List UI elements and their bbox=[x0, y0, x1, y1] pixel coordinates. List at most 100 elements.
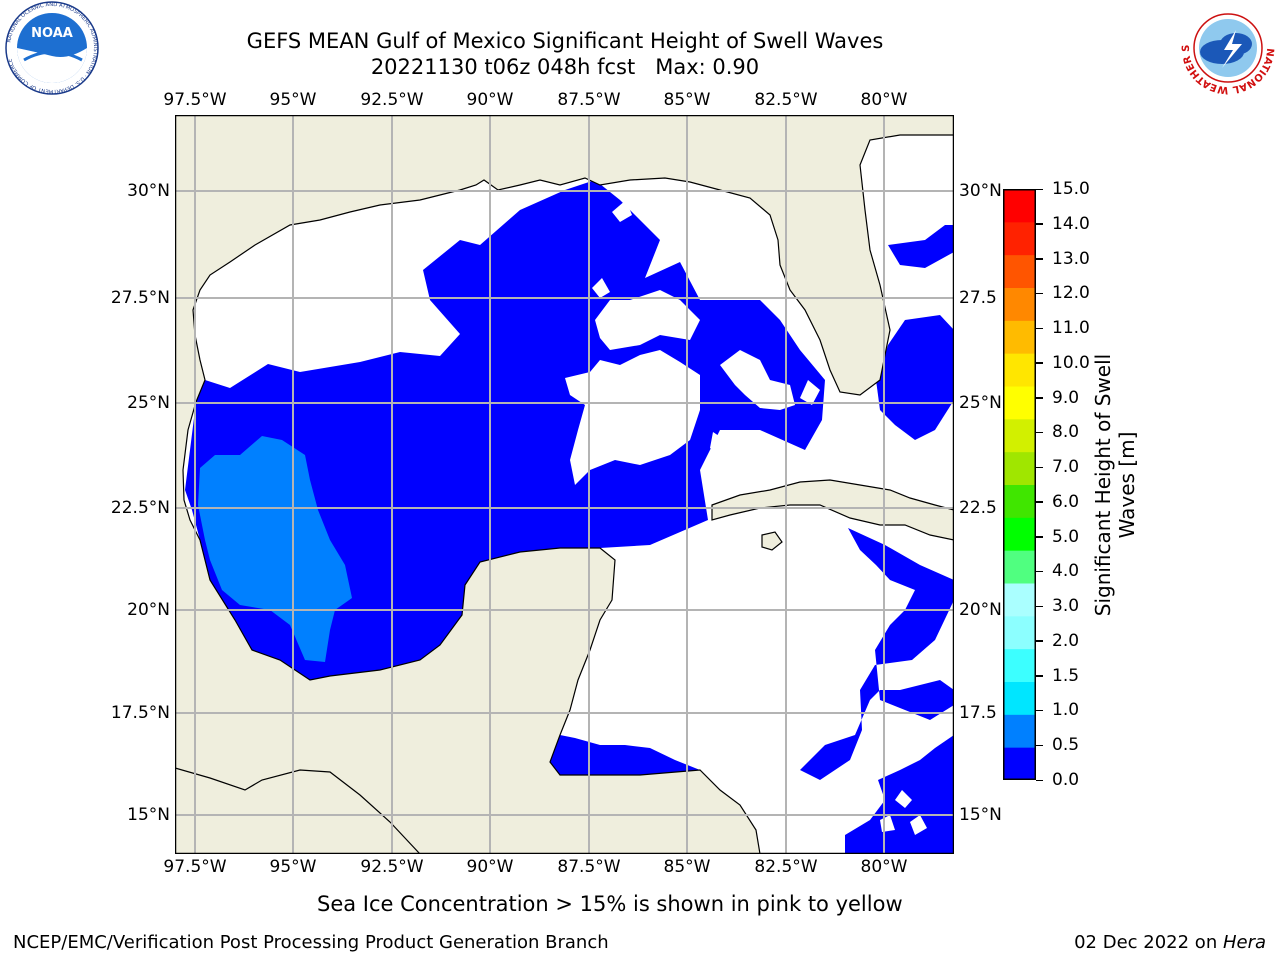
chart-title-line2: 20221130 t06z 048h fcst Max: 0.90 bbox=[370, 55, 760, 79]
colorbar-segment bbox=[1003, 221, 1036, 256]
graticule bbox=[175, 115, 954, 854]
chart-title-line1: GEFS MEAN Gulf of Mexico Significant Hei… bbox=[246, 29, 884, 53]
colorbar-tick-label: 14.0 bbox=[1052, 213, 1090, 234]
lat-tick-left: 22.5°N bbox=[110, 498, 170, 518]
colorbar-tick bbox=[1036, 501, 1043, 503]
colorbar-segment bbox=[1003, 583, 1036, 617]
colorbar-segment bbox=[1003, 681, 1036, 715]
lat-tick-left: 30°N bbox=[127, 181, 170, 201]
colorbar-tick bbox=[1036, 640, 1043, 642]
colorbar-segment bbox=[1003, 353, 1036, 387]
colorbar-tick bbox=[1036, 744, 1043, 747]
lon-tick-bottom: 82.5°W bbox=[754, 857, 818, 877]
lon-tick-bottom: 90°W bbox=[466, 857, 514, 877]
colorbar-tick bbox=[1036, 188, 1043, 190]
colorbar-tick-label: 7.0 bbox=[1052, 457, 1080, 478]
colorbar-tick bbox=[1036, 362, 1043, 364]
map-panel bbox=[174, 114, 955, 855]
colorbar-segment bbox=[1003, 386, 1036, 420]
footer-credit: NCEP/EMC/Verification Post Processing Pr… bbox=[13, 932, 609, 953]
colorbar-tick-label: 5.0 bbox=[1052, 526, 1080, 547]
colorbar-segment bbox=[1003, 714, 1036, 748]
lat-tick-right: 27.5 bbox=[959, 288, 997, 308]
colorbar-segment bbox=[1003, 418, 1036, 453]
map-svg bbox=[174, 114, 955, 855]
colorbar-tick-label: 8.0 bbox=[1052, 422, 1080, 443]
colorbar-segment bbox=[1003, 648, 1036, 682]
colorbar-tick-label: 15.0 bbox=[1052, 179, 1090, 199]
colorbar-tick bbox=[1036, 466, 1043, 469]
lat-tick-right: 17.5 bbox=[959, 703, 997, 723]
colorbar-tick-label: 11.0 bbox=[1052, 318, 1090, 339]
svg-text:NOAA: NOAA bbox=[31, 26, 73, 41]
lon-tick-bottom: 80°W bbox=[860, 857, 908, 877]
colorbar-segment bbox=[1003, 615, 1036, 650]
lon-tick-bottom: 92.5°W bbox=[360, 857, 424, 877]
colorbar-tick bbox=[1036, 258, 1043, 260]
colorbar-title: Significant Height of Swell Waves [m] bbox=[1091, 353, 1139, 617]
pacific-coast bbox=[175, 767, 421, 854]
colorbar-segment bbox=[1003, 484, 1036, 518]
lon-tick-bottom: 95°W bbox=[269, 857, 317, 877]
lat-tick-left: 27.5°N bbox=[110, 288, 170, 308]
colorbar-tick-label: 9.0 bbox=[1052, 387, 1080, 408]
lat-tick-left: 25°N bbox=[127, 393, 170, 413]
colorbar-tick-label: 6.0 bbox=[1052, 491, 1080, 512]
colorbar-tick bbox=[1036, 223, 1043, 225]
colorbar-tick-label: 12.0 bbox=[1052, 283, 1090, 304]
lon-tick-top: 87.5°W bbox=[557, 90, 621, 110]
lon-tick-top: 97.5°W bbox=[163, 90, 227, 110]
colorbar-tick bbox=[1036, 536, 1043, 538]
colorbar-tick-label: 13.0 bbox=[1052, 248, 1090, 269]
colorbar-segment bbox=[1003, 550, 1036, 584]
colorbar-tick bbox=[1036, 675, 1043, 677]
lon-tick-top: 90°W bbox=[466, 90, 514, 110]
colorbar-tick-label: 10.0 bbox=[1052, 352, 1090, 373]
lat-tick-left: 17.5°N bbox=[110, 703, 170, 723]
lon-tick-top: 82.5°W bbox=[754, 90, 818, 110]
noaa-logo-icon: NOAA NATIONAL OCEANIC AND ATMOSPHERIC AD… bbox=[2, 0, 102, 100]
swell-gaps bbox=[565, 200, 927, 835]
footer-machine: Hera bbox=[1222, 932, 1266, 953]
colorbar-tick-label: 1.5 bbox=[1052, 665, 1080, 686]
colorbar-tick bbox=[1036, 605, 1043, 608]
colorbar-tick bbox=[1036, 709, 1043, 712]
colorbar-tick bbox=[1036, 292, 1043, 295]
lat-tick-left: 20°N bbox=[127, 600, 170, 620]
colorbar-tick bbox=[1036, 327, 1043, 330]
lon-tick-top: 95°W bbox=[269, 90, 317, 110]
lat-tick-left: 15°N bbox=[127, 805, 170, 825]
colorbar-tick-label: 2.0 bbox=[1052, 630, 1080, 651]
sea-ice-note: Sea Ice Concentration > 15% is shown in … bbox=[317, 892, 903, 916]
colorbar-segment bbox=[1003, 189, 1036, 223]
colorbar-tick-label: 3.0 bbox=[1052, 596, 1080, 617]
footer-date: 02 Dec 2022 on Hera bbox=[1074, 932, 1266, 954]
nws-logo-icon: NATIONAL WEATHER SERVICE bbox=[1174, 0, 1278, 100]
lon-tick-bottom: 85°W bbox=[663, 857, 711, 877]
lon-tick-bottom: 87.5°W bbox=[557, 857, 621, 877]
lon-tick-top: 85°W bbox=[663, 90, 711, 110]
colorbar-segment bbox=[1003, 747, 1036, 781]
colorbar-tick-label: 0.0 bbox=[1052, 770, 1080, 790]
colorbar bbox=[1003, 189, 1036, 781]
lat-tick-right: 25°N bbox=[959, 393, 1002, 413]
colorbar-tick bbox=[1036, 397, 1043, 399]
colorbar-tick-label: 0.5 bbox=[1052, 735, 1080, 756]
colorbar-tick bbox=[1036, 431, 1043, 434]
lat-tick-right: 30°N bbox=[959, 181, 1002, 201]
colorbar-segment bbox=[1003, 451, 1036, 485]
lon-tick-top: 80°W bbox=[860, 90, 908, 110]
colorbar-segment bbox=[1003, 254, 1036, 288]
colorbar-segment bbox=[1003, 287, 1036, 321]
colorbar-tick-label: 4.0 bbox=[1052, 561, 1080, 582]
colorbar-segment bbox=[1003, 320, 1036, 354]
footer-date-text: 02 Dec 2022 on bbox=[1074, 932, 1223, 953]
lon-tick-top: 92.5°W bbox=[360, 90, 424, 110]
lon-tick-bottom: 97.5°W bbox=[163, 857, 227, 877]
lat-tick-right: 22.5 bbox=[959, 498, 997, 518]
lat-tick-right: 15°N bbox=[959, 805, 1002, 825]
lat-tick-right: 20°N bbox=[959, 600, 1002, 620]
colorbar-tick bbox=[1036, 779, 1043, 781]
colorbar-tick bbox=[1036, 570, 1043, 573]
colorbar-segment bbox=[1003, 517, 1036, 551]
